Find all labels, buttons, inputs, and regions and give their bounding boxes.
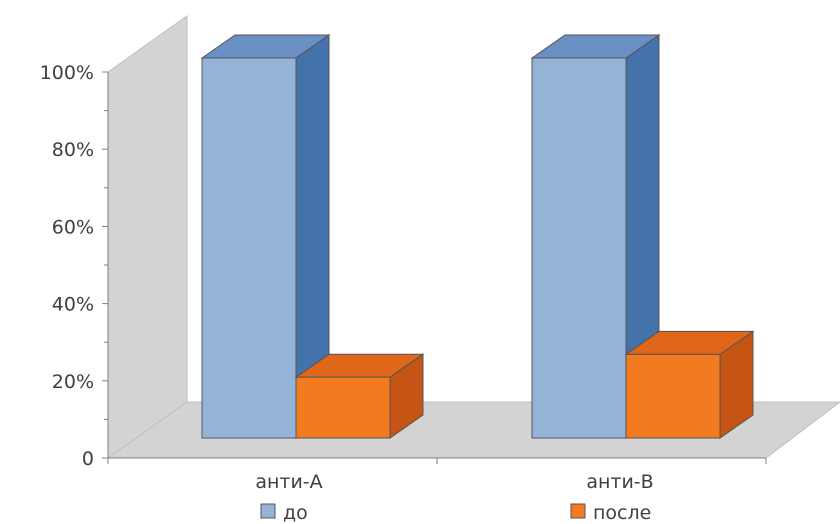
legend-swatch <box>260 503 276 519</box>
y-axis-ticks: 0 20% 40% 60% 80% 100% <box>40 62 108 470</box>
bar-front <box>295 376 391 439</box>
legend-label: после <box>593 502 651 524</box>
y-tick-label: 100% <box>40 62 94 84</box>
bar-posle-2 <box>624 330 755 439</box>
x-category-label: анти-В <box>586 471 653 493</box>
bar-front <box>531 57 627 439</box>
bar-posle-1 <box>294 353 425 439</box>
x-category-label: анти-А <box>255 471 322 493</box>
x-axis-ticks <box>107 458 767 464</box>
category-labels: анти-А анти-В <box>255 471 653 493</box>
bar-front <box>625 353 721 439</box>
y-tick-label: 20% <box>52 371 94 393</box>
legend-label: до <box>283 502 308 524</box>
y-tick-label: 80% <box>52 139 94 161</box>
y-tick-label: 60% <box>52 216 94 238</box>
legend-swatch <box>570 503 586 519</box>
bar-do-1 <box>200 34 331 439</box>
y-tick-label: 0 <box>82 448 94 470</box>
bar-front <box>201 57 297 439</box>
back-wall <box>107 15 188 459</box>
y-tick-label: 40% <box>52 294 94 316</box>
legend-item-posle: после <box>570 502 651 524</box>
bars <box>200 34 755 439</box>
legend: до после <box>260 502 651 524</box>
legend-item-do: до <box>260 502 308 524</box>
